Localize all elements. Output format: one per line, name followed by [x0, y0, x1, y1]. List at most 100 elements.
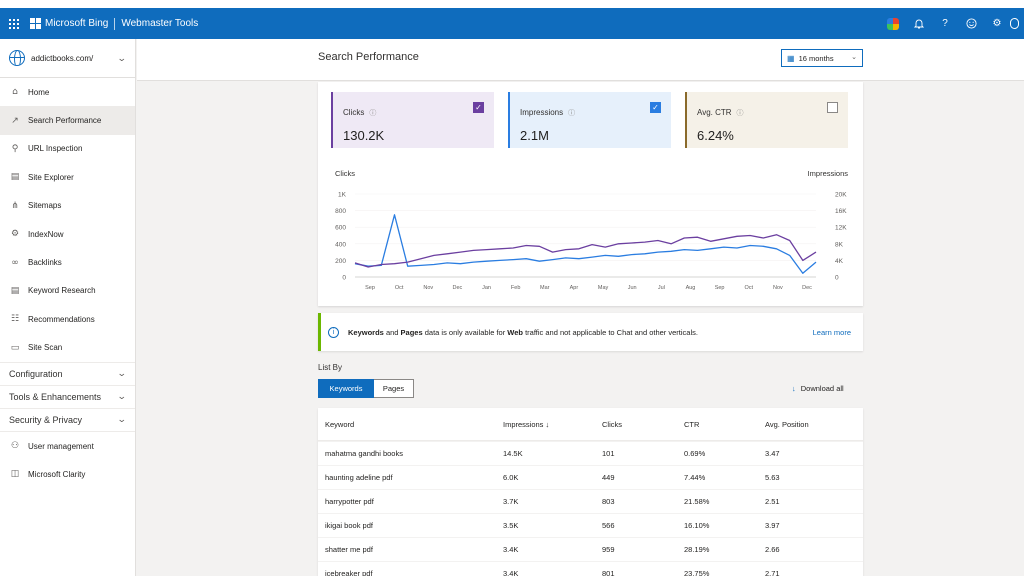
right-tick-label: 12K — [835, 225, 847, 232]
info-icon[interactable]: ⓘ — [369, 110, 377, 117]
help-icon[interactable]: ? — [942, 18, 948, 29]
left-tick-label: 400 — [335, 241, 346, 248]
metric-value: 130.2K — [343, 128, 385, 143]
sidebar-item-site-explorer[interactable]: ▤ Site Explorer — [0, 163, 135, 191]
sidebar-group-configuration[interactable]: Configuration ⌄ — [0, 361, 135, 385]
gear-icon[interactable]: ⚙ — [992, 18, 1002, 29]
site-name: addictbooks.com/ — [31, 53, 94, 63]
sitemap-icon: ⋔ — [11, 200, 19, 211]
table-cell: 2.66 — [765, 545, 780, 554]
column-header[interactable]: Clicks — [602, 419, 622, 429]
x-tick-label: Aug — [686, 285, 696, 291]
table-cell: 3.4K — [503, 569, 519, 576]
x-tick-label: Dec — [802, 285, 812, 291]
sidebar-group-label: Tools & Enhancements — [9, 391, 102, 402]
x-tick-label: Oct — [395, 285, 404, 291]
copilot-icon[interactable] — [880, 8, 906, 39]
table-cell[interactable]: mahatma gandhi books — [325, 449, 403, 458]
right-tick-label: 8K — [835, 241, 844, 248]
metric-checkbox[interactable]: ✓ — [650, 102, 661, 113]
metric-tile-avg-ctr[interactable]: Avg. CTR ⓘ 6.24% — [685, 92, 848, 148]
table-cell: 449 — [602, 473, 615, 482]
info-icon[interactable]: ⓘ — [568, 110, 576, 117]
sidebar-item-user-management[interactable]: ⚇ User management — [0, 432, 135, 460]
column-header[interactable]: CTR — [684, 419, 700, 429]
table-cell: 0.69% — [684, 449, 706, 458]
right-axis-title: Impressions — [808, 169, 849, 178]
gear-icon: ⚙ — [10, 229, 20, 240]
metric-checkbox[interactable]: ✓ — [473, 102, 484, 113]
chevron-down-icon: ⌄ — [851, 54, 857, 61]
table-row[interactable]: ikigai book pdf 3.5K 566 16.10% 3.97 — [318, 513, 863, 537]
bell-icon[interactable] — [906, 8, 932, 39]
date-range-dropdown[interactable]: ▦ 16 months ⌄ — [781, 49, 863, 67]
globe-icon — [9, 50, 25, 66]
download-all-button[interactable]: ↓ Download all — [792, 384, 844, 393]
metric-tile-clicks[interactable]: Clicks ⓘ 130.2K ✓ — [331, 92, 494, 148]
top-bar: Microsoft Bing Webmaster Tools ? ⚙ — [0, 8, 1024, 39]
sidebar: addictbooks.com/ ⌄ ⌂ Home ↗ Search Performa… — [0, 39, 136, 576]
table-cell: 101 — [602, 449, 615, 458]
sidebar-item-home[interactable]: ⌂ Home — [0, 78, 135, 106]
banner-pages: Pages — [400, 327, 423, 337]
column-header[interactable]: Impressions ↓ — [503, 419, 550, 429]
sidebar-item-recommendations[interactable]: ☷ Recommendations — [0, 305, 135, 333]
sidebar-item-url-inspection[interactable]: ⚲ URL Inspection — [0, 135, 135, 163]
table-cell[interactable]: shatter me pdf — [325, 545, 373, 554]
table-cell[interactable]: haunting adeline pdf — [325, 473, 393, 482]
table-cell[interactable]: icebreaker pdf — [325, 569, 373, 576]
table-cell: 803 — [602, 497, 615, 506]
table-cell: 2.51 — [765, 497, 780, 506]
sidebar-item-label: IndexNow — [28, 229, 64, 239]
right-tick-label: 20K — [835, 192, 847, 199]
performance-chart-svg: Clicks Impressions 0 0 200 4K 400 8K 600 12K 800 16… — [335, 169, 849, 291]
nav-list: ⌂ Home ↗ Search Performance ⚲ URL Inspection ▤… — [0, 78, 135, 362]
sidebar-item-sitemaps[interactable]: ⋔ Sitemaps — [0, 192, 135, 220]
site-selector[interactable]: addictbooks.com/ ⌄ — [0, 39, 135, 78]
app-launcher-icon[interactable] — [0, 8, 28, 39]
metric-value: 2.1M — [520, 128, 549, 143]
info-icon: i — [328, 326, 339, 338]
sidebar-group-tools-enhancements[interactable]: Tools & Enhancements ⌄ — [0, 384, 135, 408]
metric-checkbox[interactable] — [827, 102, 838, 113]
sidebar-item-indexnow[interactable]: ⚙ IndexNow — [0, 220, 135, 248]
date-range-value: 16 months — [798, 53, 834, 63]
sidebar-item-keyword-research[interactable]: ▤ Keyword Research — [0, 277, 135, 305]
sidebar-item-search-performance[interactable]: ↗ Search Performance — [0, 106, 135, 135]
smiley-icon[interactable] — [958, 8, 984, 39]
table-cell[interactable]: ikigai book pdf — [325, 521, 373, 530]
product-name[interactable]: Webmaster Tools — [121, 18, 199, 29]
pages-tab[interactable]: Pages — [374, 379, 414, 398]
table-cell: 23.75% — [684, 569, 710, 576]
column-header[interactable]: Avg. Position — [765, 419, 809, 429]
info-icon[interactable]: ⓘ — [736, 110, 744, 117]
left-tick-label: 800 — [335, 208, 346, 215]
x-tick-label: Jun — [628, 285, 637, 291]
sidebar-item-site-scan[interactable]: ▭ Site Scan — [0, 334, 135, 362]
table-row[interactable]: icebreaker pdf 3.4K 801 23.75% 2.71 — [318, 561, 863, 576]
table-row[interactable]: mahatma gandhi books 14.5K 101 0.69% 3.47 — [318, 441, 863, 465]
sidebar-item-backlinks[interactable]: ∞ Backlinks — [0, 248, 135, 276]
table-cell[interactable]: harrypotter pdf — [325, 497, 374, 506]
table-row[interactable]: shatter me pdf 3.4K 959 28.19% 2.66 — [318, 537, 863, 561]
sidebar-item-label: URL Inspection — [28, 144, 83, 154]
clarity-icon: ◫ — [10, 469, 20, 480]
metric-tile-impressions[interactable]: Impressions ⓘ 2.1M ✓ — [508, 92, 671, 148]
x-tick-label: Feb — [511, 285, 520, 291]
checklist-icon: ☷ — [10, 314, 20, 325]
brand-name[interactable]: Microsoft Bing — [45, 18, 109, 29]
table-cell: 28.19% — [684, 545, 710, 554]
learn-more-link[interactable]: Learn more — [812, 327, 851, 337]
table-row[interactable]: harrypotter pdf 3.7K 803 21.58% 2.51 — [318, 489, 863, 513]
column-header[interactable]: Keyword — [325, 419, 355, 429]
scan-icon: ▭ — [10, 342, 20, 353]
list-by-label: List By — [318, 363, 343, 372]
table-cell: 3.7K — [503, 497, 519, 506]
keywords-tab[interactable]: Keywords — [318, 379, 374, 398]
metric-label: Avg. CTR — [697, 108, 732, 117]
sidebar-item-microsoft-clarity[interactable]: ◫ Microsoft Clarity — [0, 460, 135, 488]
account-icon[interactable] — [1010, 8, 1024, 39]
sidebar-group-security-privacy[interactable]: Security & Privacy ⌄ — [0, 407, 135, 431]
table-row[interactable]: haunting adeline pdf 6.0K 449 7.44% 5.63 — [318, 465, 863, 489]
metric-label: Clicks — [343, 108, 365, 117]
